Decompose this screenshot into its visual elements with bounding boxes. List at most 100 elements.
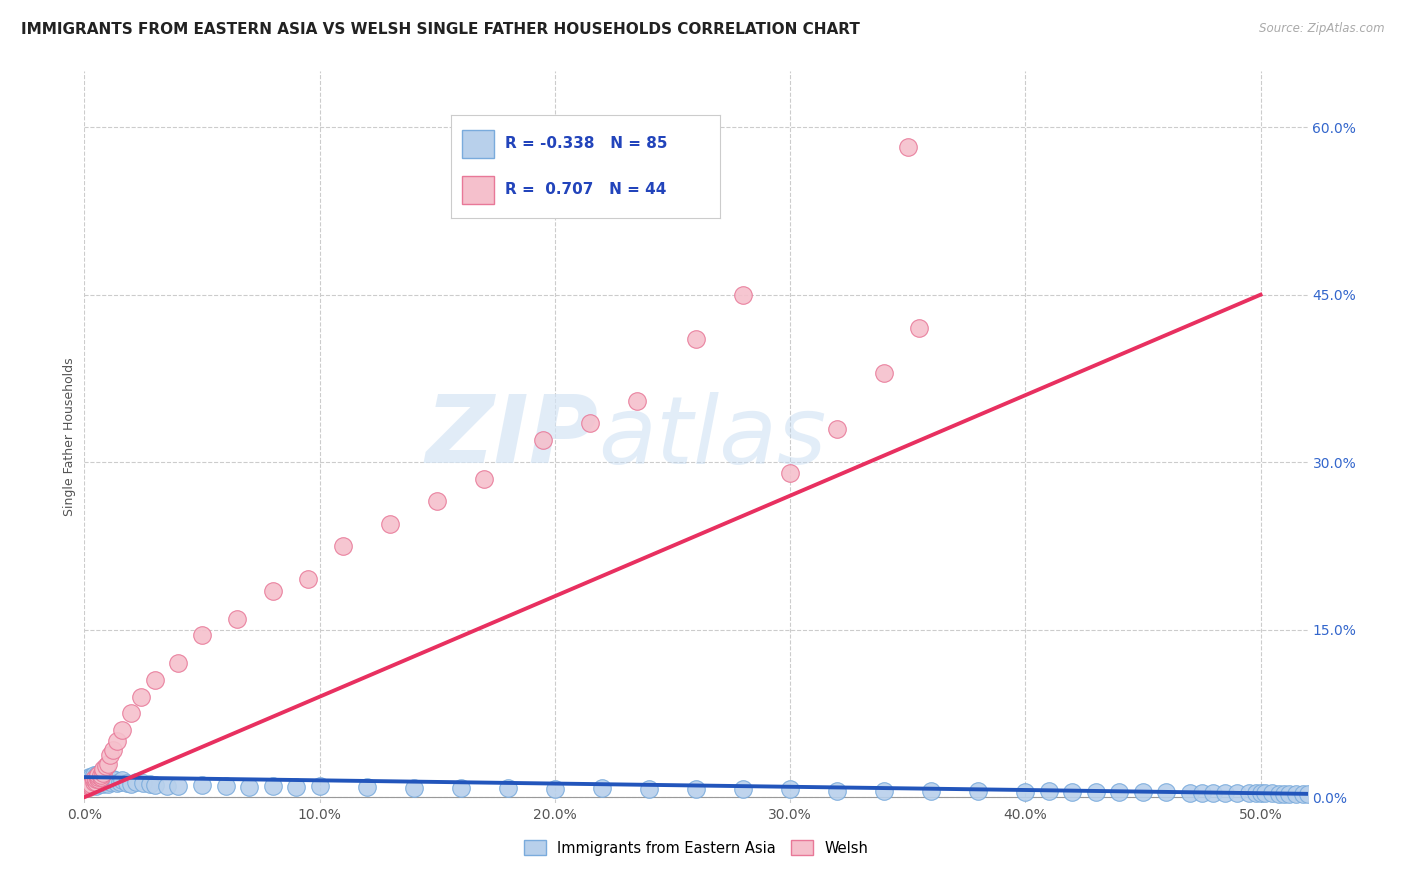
Text: ZIP: ZIP <box>425 391 598 483</box>
Point <box>80 774 103 789</box>
Point <box>80 779 103 793</box>
Point <box>1108 784 1130 798</box>
Point <box>1254 786 1277 800</box>
Point <box>115 775 138 789</box>
Point <box>1268 787 1291 801</box>
Point <box>87 777 110 791</box>
Point <box>825 783 848 797</box>
Point <box>77 777 100 791</box>
Point <box>91 765 114 780</box>
Point <box>94 775 117 789</box>
Point <box>156 779 179 793</box>
Point <box>167 779 190 793</box>
Point <box>1272 787 1295 801</box>
Y-axis label: Single Father Households: Single Father Households <box>63 358 76 516</box>
Point <box>77 770 100 784</box>
Point <box>84 774 107 789</box>
Point <box>1292 787 1315 801</box>
Point <box>87 768 110 782</box>
Point <box>91 770 114 784</box>
Point <box>332 539 354 553</box>
Point <box>77 773 100 788</box>
Point <box>191 778 214 792</box>
Point <box>731 287 754 301</box>
Point <box>90 775 112 789</box>
Point <box>84 769 107 783</box>
Point <box>105 734 128 748</box>
Point <box>825 422 848 436</box>
Point <box>226 611 249 625</box>
Point <box>1285 787 1308 801</box>
Point <box>94 772 117 787</box>
Point <box>91 777 114 791</box>
Point <box>356 780 378 794</box>
Point <box>91 762 114 776</box>
Point <box>80 770 103 784</box>
Point <box>87 770 110 784</box>
Point <box>308 779 330 793</box>
Point <box>1213 786 1236 800</box>
Point <box>297 573 319 587</box>
Point <box>426 494 449 508</box>
Point <box>98 747 121 762</box>
Point <box>139 777 162 791</box>
Point <box>1014 784 1036 798</box>
Point <box>111 773 134 788</box>
Point <box>101 772 124 787</box>
Point <box>779 782 801 797</box>
Point <box>83 772 105 787</box>
Point <box>87 766 110 780</box>
Point <box>83 773 105 788</box>
Point <box>129 690 152 704</box>
Point <box>167 657 190 671</box>
Point <box>97 756 120 771</box>
Point <box>120 777 142 791</box>
Point <box>262 779 284 793</box>
Point <box>897 140 920 154</box>
Point <box>90 770 112 784</box>
Point <box>402 781 425 796</box>
Point <box>1191 786 1213 800</box>
Point <box>380 516 402 531</box>
Point <box>132 775 155 789</box>
Point <box>1250 786 1272 800</box>
Point <box>84 775 107 789</box>
Point <box>143 673 166 687</box>
Point <box>638 782 661 797</box>
Point <box>1202 786 1225 800</box>
Point <box>83 777 105 791</box>
Point <box>450 781 472 796</box>
Point <box>626 393 648 408</box>
Point <box>87 773 110 788</box>
Point <box>262 583 284 598</box>
Point <box>98 774 121 789</box>
Point <box>214 779 236 793</box>
Point <box>1296 787 1319 801</box>
Point <box>1084 784 1107 798</box>
Point <box>76 781 98 796</box>
Point <box>920 783 942 797</box>
Point <box>685 782 707 797</box>
Point <box>90 769 112 783</box>
Point <box>1132 784 1154 798</box>
Point <box>84 772 107 787</box>
Point <box>83 774 105 789</box>
Point <box>101 743 124 757</box>
Point <box>531 433 554 447</box>
Point <box>779 467 801 481</box>
Legend: Immigrants from Eastern Asia, Welsh: Immigrants from Eastern Asia, Welsh <box>517 834 875 862</box>
Point <box>1261 786 1284 800</box>
Point <box>120 706 142 721</box>
Point <box>84 779 107 793</box>
Point <box>285 780 308 794</box>
Point <box>591 781 613 796</box>
Point <box>238 780 260 794</box>
Point <box>1178 786 1201 800</box>
Point <box>1278 787 1301 801</box>
Point <box>472 472 495 486</box>
Text: IMMIGRANTS FROM EASTERN ASIA VS WELSH SINGLE FATHER HOUSEHOLDS CORRELATION CHART: IMMIGRANTS FROM EASTERN ASIA VS WELSH SI… <box>21 22 860 37</box>
Point <box>1244 786 1267 800</box>
Point <box>111 723 134 738</box>
Point <box>1038 783 1060 797</box>
Point <box>108 774 131 789</box>
